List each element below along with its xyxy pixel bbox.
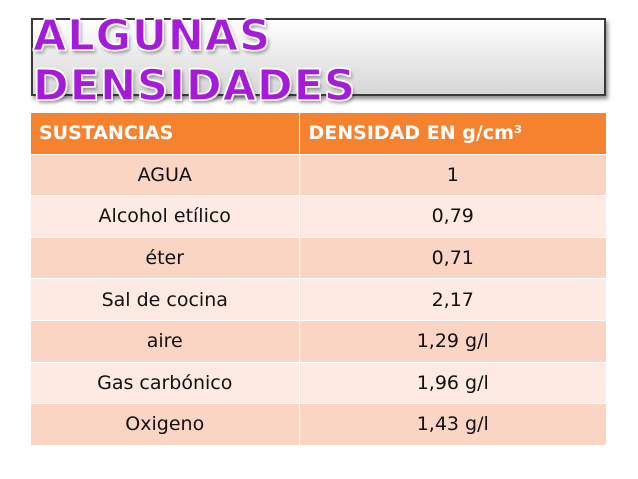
table-row: Gas carbónico 1,96 g/l bbox=[31, 362, 606, 405]
density-value: 2,17 bbox=[431, 288, 474, 311]
density-cell: 1,43 g/l bbox=[298, 403, 606, 446]
title-box: ALGUNAS DENSIDADES bbox=[31, 10, 606, 112]
substance-cell: éter bbox=[31, 237, 299, 280]
table-row: AGUA 1 bbox=[31, 154, 606, 197]
density-cell: 1,29 g/l bbox=[298, 320, 606, 363]
density-value: 1 bbox=[446, 163, 459, 186]
density-cell: 1,96 g/l bbox=[298, 362, 606, 405]
density-cell: 0,71 bbox=[298, 237, 606, 280]
density-value: 1,29 g/l bbox=[416, 330, 489, 353]
table-header-row: SUSTANCIAS DENSIDAD EN g/cm³ bbox=[31, 113, 606, 155]
page-title: ALGUNAS DENSIDADES bbox=[32, 10, 357, 111]
substance-cell: AGUA bbox=[31, 154, 299, 197]
header-substances: SUSTANCIAS bbox=[31, 113, 299, 155]
substance-cell: Oxigeno bbox=[31, 403, 299, 446]
density-cell: 1 bbox=[298, 154, 606, 197]
table-row: éter 0,71 bbox=[31, 237, 606, 280]
density-cell: 0,79 bbox=[298, 195, 606, 238]
density-table: SUSTANCIAS DENSIDAD EN g/cm³ AGUA 1 Alco… bbox=[31, 113, 606, 446]
density-value: 0,71 bbox=[431, 247, 474, 270]
table-row: Sal de cocina 2,17 bbox=[31, 278, 606, 321]
density-cell: 2,17 bbox=[298, 278, 606, 321]
table-row: aire 1,29 g/l bbox=[31, 320, 606, 363]
density-value: 1,43 g/l bbox=[416, 413, 489, 436]
table-row: Alcohol etílico 0,79 bbox=[31, 195, 606, 238]
table-row: Oxigeno 1,43 g/l bbox=[31, 403, 606, 446]
substance-cell: Alcohol etílico bbox=[31, 195, 299, 238]
density-value: 0,79 bbox=[431, 205, 474, 228]
substance-cell: Gas carbónico bbox=[31, 362, 299, 405]
density-value: 1,96 g/l bbox=[416, 371, 489, 394]
substance-cell: aire bbox=[31, 320, 299, 363]
substance-cell: Sal de cocina bbox=[31, 278, 299, 321]
header-density: DENSIDAD EN g/cm³ bbox=[298, 113, 606, 155]
